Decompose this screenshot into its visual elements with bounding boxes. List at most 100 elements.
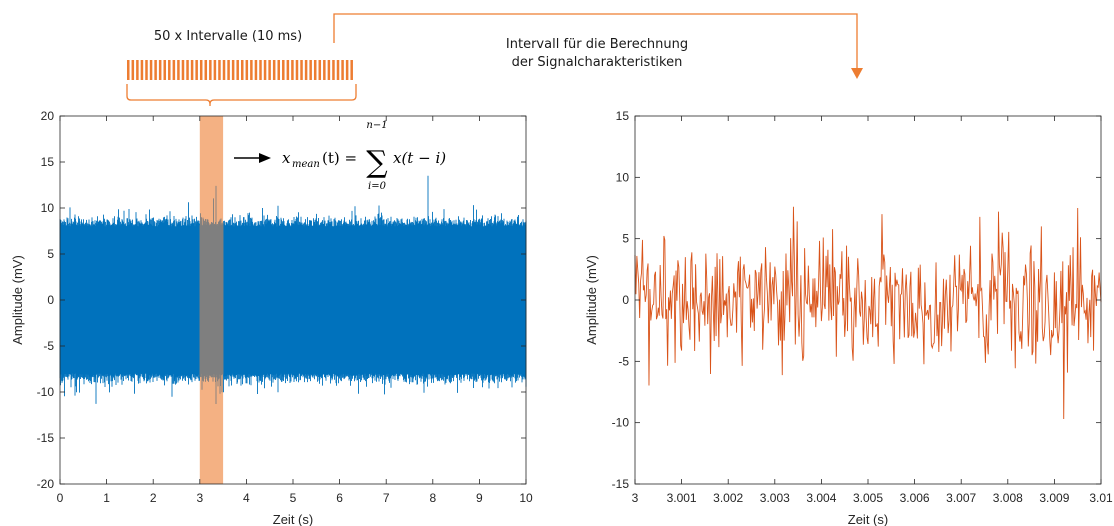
interval-bar bbox=[332, 60, 335, 80]
x-tick-label: 3.003 bbox=[760, 491, 790, 505]
interval-bar bbox=[336, 60, 340, 80]
left-y-axis-label: Amplitude (mV) bbox=[10, 255, 25, 345]
zoomed-signal-trace bbox=[634, 206, 1102, 419]
interval-bar bbox=[263, 60, 267, 80]
x-tick-label: 3.001 bbox=[667, 491, 697, 505]
left-axes: 0 1 2 3 4 5 6 7 8 9 10 -20 -15 -10 -5 0 5 10 15 20 Zeit (s… bbox=[10, 109, 533, 526]
interval-bar bbox=[140, 60, 144, 80]
x-tick-label: 2 bbox=[150, 491, 157, 505]
interval-bar bbox=[186, 60, 189, 80]
left-x-axis-label: Zeit (s) bbox=[273, 512, 313, 526]
y-tick-label: -20 bbox=[37, 477, 55, 491]
formula-sum-symbol: ∑ bbox=[366, 145, 388, 180]
interval-bar bbox=[231, 60, 235, 80]
zoom-connector-line bbox=[333, 13, 858, 70]
interval-bar bbox=[313, 60, 317, 80]
highlighted-signal-trace bbox=[199, 185, 224, 404]
interval-bar bbox=[177, 60, 180, 80]
y-tick-label: 10 bbox=[41, 201, 55, 215]
x-tick-label: 8 bbox=[429, 491, 436, 505]
interval-bar bbox=[350, 60, 353, 80]
right-x-ticks: 3 3.001 3.002 3.003 3.004 3.005 3.006 3.007 3.00… bbox=[632, 116, 1113, 505]
interval-bar bbox=[222, 60, 226, 80]
interval-bar bbox=[204, 60, 208, 80]
left-y-ticks: -20 -15 -10 -5 0 5 10 15 20 bbox=[37, 109, 526, 491]
x-tick-label: 1 bbox=[103, 491, 110, 505]
interval-bar bbox=[163, 60, 166, 80]
x-tick-label: 0 bbox=[57, 491, 64, 505]
interval-bar bbox=[259, 60, 262, 80]
x-tick-label: 3 bbox=[632, 491, 639, 505]
interval-bar bbox=[295, 60, 299, 80]
interval-bar bbox=[254, 60, 258, 80]
intervals-label: 50 x Intervalle (10 ms) bbox=[154, 29, 302, 44]
x-tick-label: 3.002 bbox=[713, 491, 743, 505]
interval-bar bbox=[158, 60, 162, 80]
x-tick-label: 6 bbox=[336, 491, 343, 505]
x-tick-label: 10 bbox=[519, 491, 533, 505]
interval-bar bbox=[250, 60, 253, 80]
y-tick-label: -10 bbox=[37, 385, 55, 399]
interval-bar bbox=[190, 60, 194, 80]
right-axes: 3 3.001 3.002 3.003 3.004 3.005 3.006 3.007 3.00… bbox=[584, 109, 1113, 526]
interval-bar bbox=[213, 60, 217, 80]
left-x-ticks: 0 1 2 3 4 5 6 7 8 9 10 bbox=[57, 116, 533, 505]
interval-bar bbox=[300, 60, 303, 80]
right-signal-series bbox=[634, 206, 1102, 419]
formula-arrow-head bbox=[259, 153, 271, 163]
y-tick-label: 5 bbox=[622, 232, 629, 246]
x-tick-label: 7 bbox=[383, 491, 390, 505]
formula-rhs: x(t − i) bbox=[393, 149, 446, 167]
interval-bar bbox=[172, 60, 176, 80]
y-tick-label: 15 bbox=[41, 155, 55, 169]
y-tick-label: 20 bbox=[41, 109, 55, 123]
interval-bar bbox=[131, 60, 135, 80]
interval-bar bbox=[168, 60, 171, 80]
interval-bar bbox=[127, 60, 130, 80]
interval-bar bbox=[241, 60, 244, 80]
right-y-axis-label: Amplitude (mV) bbox=[584, 255, 599, 345]
interval-bar bbox=[327, 60, 331, 80]
interval-bar bbox=[291, 60, 294, 80]
x-tick-label: 9 bbox=[476, 491, 483, 505]
interval-bar bbox=[282, 60, 285, 80]
interval-bar bbox=[209, 60, 212, 80]
interval-note-line2: der Signalcharakteristiken bbox=[512, 55, 683, 70]
interval-bar bbox=[277, 60, 280, 80]
x-tick-label: 3.01 bbox=[1089, 491, 1113, 505]
interval-bar bbox=[245, 60, 249, 80]
right-y-ticks: -15 -10 -5 0 5 10 15 bbox=[612, 109, 1101, 491]
interval-bars bbox=[127, 60, 353, 80]
x-tick-label: 3.008 bbox=[993, 491, 1023, 505]
interval-bar bbox=[136, 60, 139, 80]
x-tick-label: 3.007 bbox=[946, 491, 976, 505]
x-tick-label: 5 bbox=[290, 491, 297, 505]
x-tick-label: 3.006 bbox=[900, 491, 930, 505]
y-tick-label: -5 bbox=[618, 354, 629, 368]
formula-annotation: x mean (t) = n−1 ∑ i=0 x(t − i) bbox=[234, 120, 446, 192]
zoom-arrow-head bbox=[851, 68, 863, 79]
y-tick-label: 0 bbox=[622, 293, 629, 307]
formula-lhs: x bbox=[282, 149, 291, 167]
formula-lhs-argument: (t) = bbox=[322, 149, 357, 167]
interval-bar bbox=[181, 60, 185, 80]
x-tick-label: 3 bbox=[196, 491, 203, 505]
formula-sum-lower: i=0 bbox=[368, 181, 387, 192]
x-tick-label: 4 bbox=[243, 491, 250, 505]
y-tick-label: -5 bbox=[43, 339, 54, 353]
interval-bar bbox=[345, 60, 349, 80]
interval-bar bbox=[218, 60, 221, 80]
interval-bar bbox=[145, 60, 148, 80]
y-tick-label: -15 bbox=[37, 431, 55, 445]
x-tick-label: 3.009 bbox=[1039, 491, 1069, 505]
formula-sum-upper: n−1 bbox=[366, 120, 387, 131]
interval-bar bbox=[227, 60, 230, 80]
y-tick-label: 5 bbox=[47, 247, 54, 261]
interval-bracket bbox=[126, 84, 357, 106]
y-tick-label: 10 bbox=[616, 170, 630, 184]
y-tick-label: -15 bbox=[612, 477, 630, 491]
interval-bar bbox=[286, 60, 290, 80]
interval-bar bbox=[268, 60, 271, 80]
right-x-axis-label: Zeit (s) bbox=[848, 512, 888, 526]
